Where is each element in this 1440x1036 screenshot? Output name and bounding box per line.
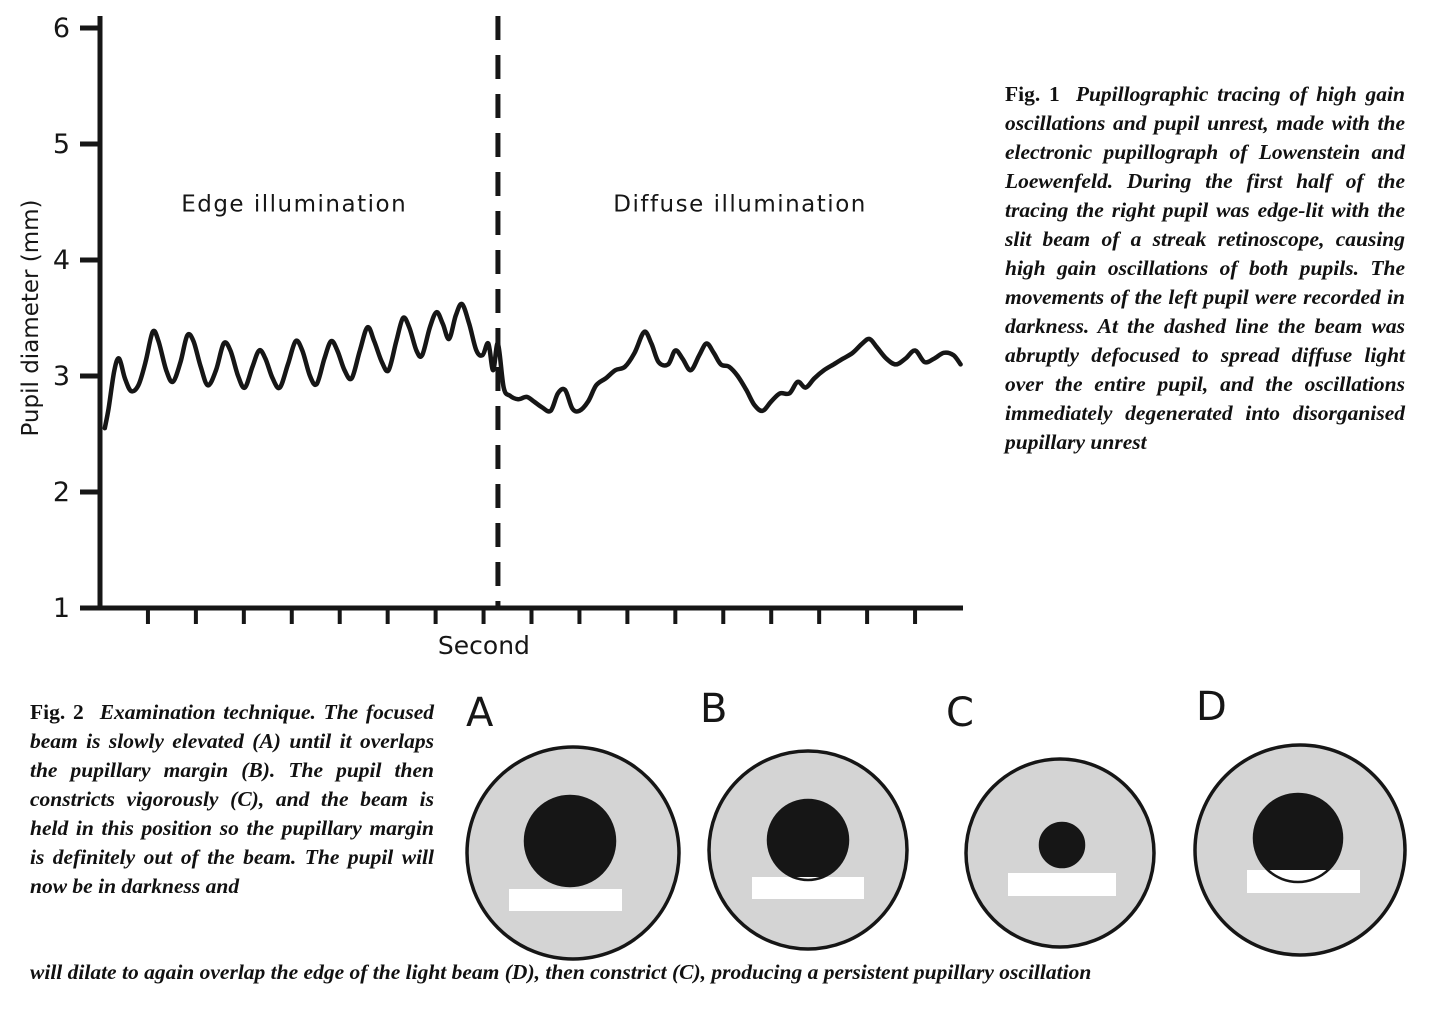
- pupil-circle: [1254, 794, 1342, 882]
- eye-diagram-d: [1193, 743, 1407, 957]
- y-tick-label: 5: [53, 129, 70, 160]
- light-beam: [509, 889, 622, 911]
- y-tick-label: 6: [53, 13, 70, 44]
- eye-label-c: C: [946, 690, 974, 736]
- fig2-caption: Fig. 2 Examination technique. The focused…: [30, 698, 434, 901]
- region-label: Edge illumination: [181, 191, 407, 217]
- fig1-label: Fig. 1: [1005, 82, 1060, 106]
- pupil-circle: [525, 796, 615, 886]
- region-label: Diffuse illumination: [613, 191, 867, 217]
- y-tick-label: 1: [53, 593, 70, 624]
- pupil-margin-outline: [523, 794, 617, 888]
- y-tick-label: 2: [53, 477, 70, 508]
- fig1-caption-text: Pupillographic tracing of high gain osci…: [1005, 82, 1405, 455]
- y-tick-label: 4: [53, 245, 70, 276]
- pupil-margin-outline: [1038, 821, 1086, 869]
- fig1-pupillographic-chart: 1 2 3 4 5 6 Edge illumination Diffuse illuminat…: [0, 0, 985, 665]
- eye-diagram-a: [465, 745, 681, 961]
- pupil-margin-outline: [766, 798, 850, 882]
- eye-label-d: D: [1196, 684, 1227, 730]
- eye-label-a: A: [466, 690, 494, 736]
- pupil-tracing-chart: 1 2 3 4 5 6 Edge illumination Diffuse illuminat…: [18, 13, 963, 660]
- pupil-margin-outline: [1252, 792, 1344, 884]
- eye-label-b: B: [700, 686, 728, 732]
- fig1-caption: Fig. 1 Pupillographic tracing of high gai…: [1005, 80, 1405, 457]
- light-beam: [1008, 873, 1116, 896]
- y-axis-label: Pupil diameter (mm): [18, 199, 44, 436]
- eye-diagram-c: [964, 757, 1156, 949]
- pupil-diameter-trace: [102, 301, 963, 431]
- pupil-circle: [768, 800, 848, 880]
- eye-diagram-b: [707, 749, 909, 951]
- x-axis-label: Second: [438, 631, 530, 660]
- fig2-caption-text: Examination technique. The focused beam …: [30, 700, 434, 899]
- y-tick-label: 3: [53, 361, 70, 392]
- pupil-circle: [1040, 823, 1084, 867]
- light-beam: [752, 877, 864, 899]
- fig2-caption-continuation: will dilate to again overlap the edge of…: [30, 960, 1092, 984]
- fig2-label: Fig. 2: [30, 700, 84, 724]
